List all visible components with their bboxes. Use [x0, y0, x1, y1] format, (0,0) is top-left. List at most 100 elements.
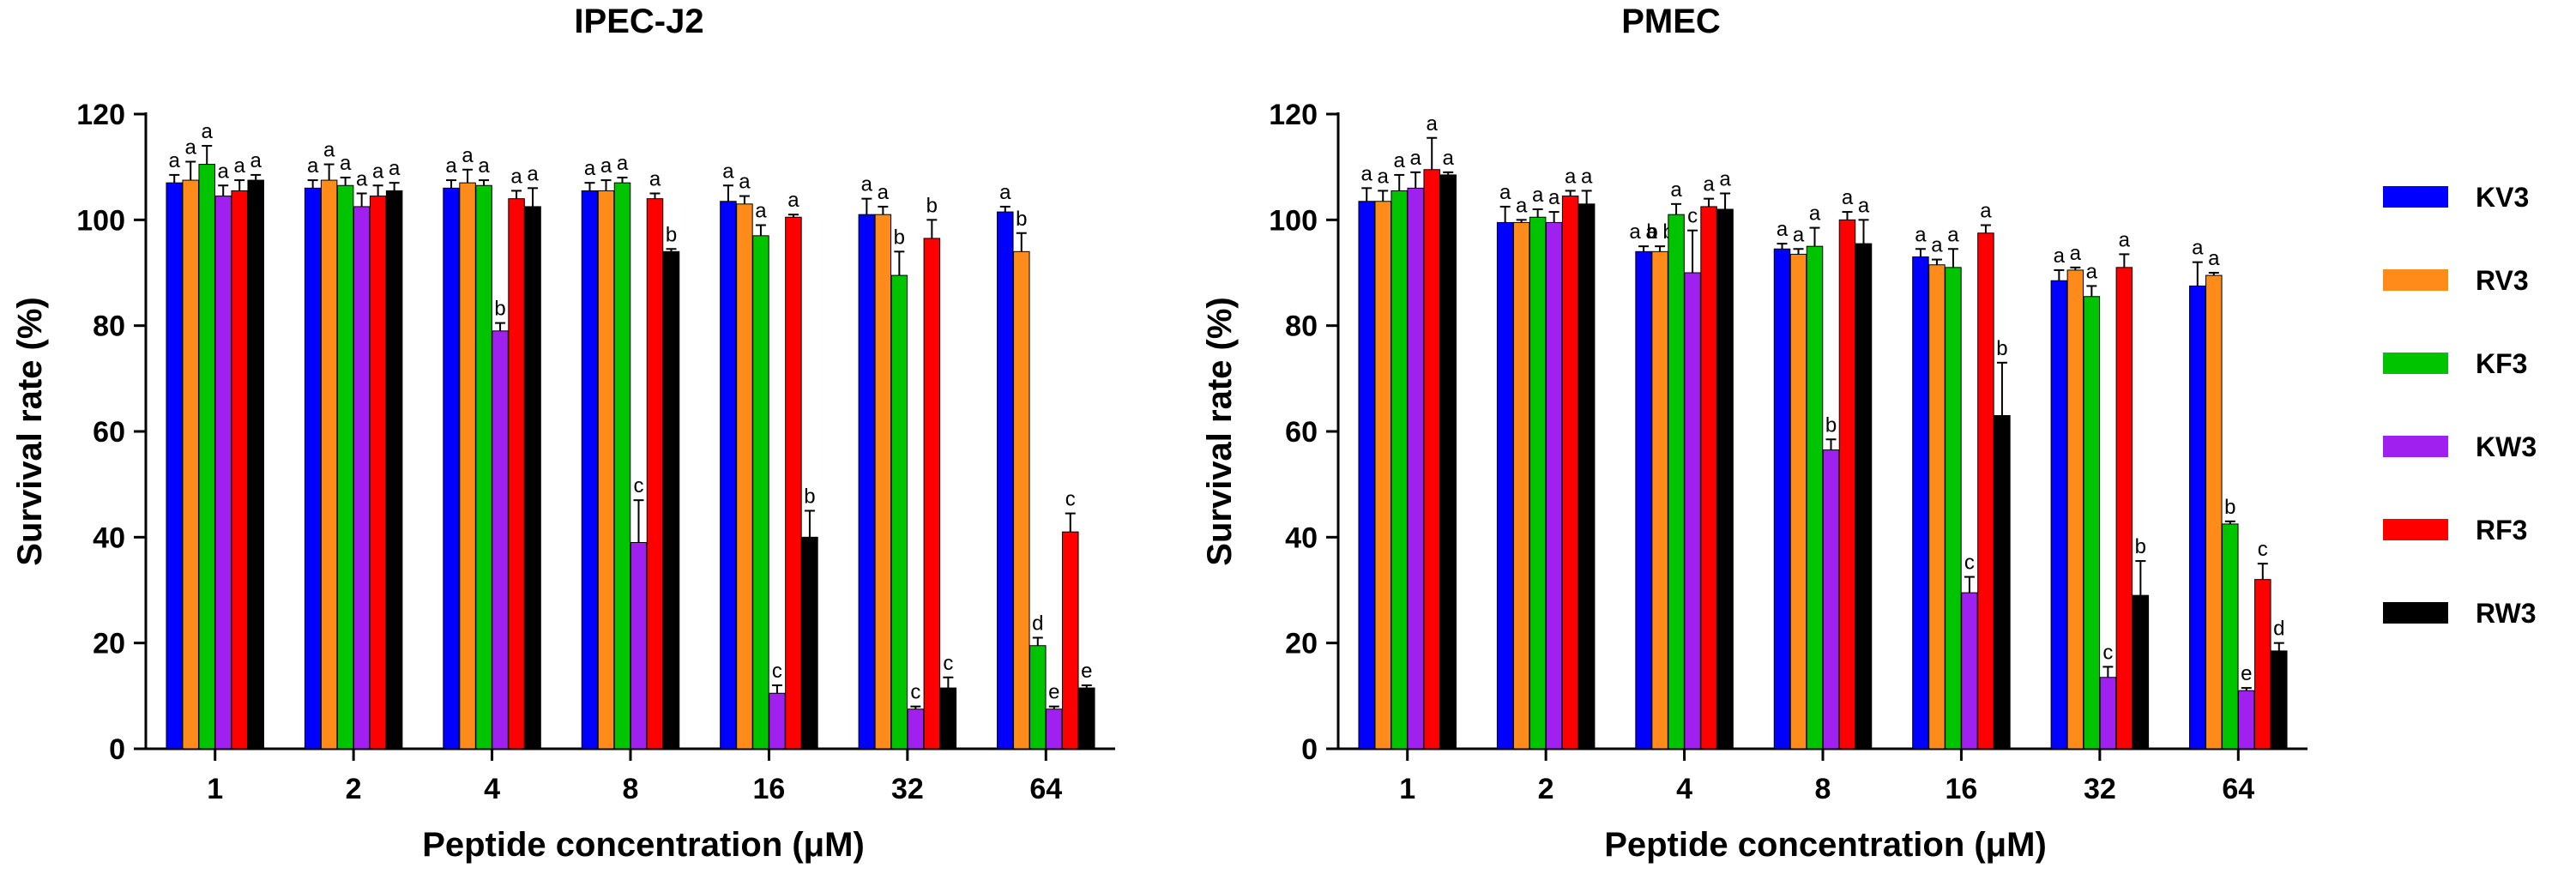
- legend-label-rw3: RW3: [2476, 598, 2537, 629]
- legend-swatch-rv3: [2383, 269, 2448, 291]
- significance-letter: a: [755, 200, 767, 223]
- bar-rw3: [2271, 650, 2288, 750]
- x-tick-label: 32: [2084, 773, 2116, 805]
- significance-letter: a: [1980, 200, 1992, 223]
- significance-letter: c: [1964, 552, 1975, 575]
- bar-rw3: [662, 250, 680, 750]
- significance-letter: a: [1703, 173, 1715, 196]
- significance-letter: a: [1410, 147, 1422, 170]
- bar-rf3: [2115, 267, 2133, 750]
- bar-kv3: [1912, 256, 1929, 750]
- bar-kv3: [2050, 280, 2068, 750]
- bar-rf3: [923, 238, 941, 750]
- bar-rw3: [524, 206, 541, 750]
- x-tick-label: 2: [1538, 773, 1554, 805]
- bar-kf3: [1029, 645, 1047, 750]
- x-tick-label: 4: [484, 773, 500, 805]
- bar-kw3: [1407, 187, 1424, 750]
- significance-letter: a: [478, 154, 490, 178]
- significance-letter: c: [772, 660, 782, 683]
- significance-letter: a: [2119, 228, 2131, 251]
- bar-kv3: [720, 201, 737, 750]
- y-axis-label: Survival rate (%): [11, 297, 49, 565]
- significance-letter: a: [1516, 194, 1528, 217]
- y-axis-label: Survival rate (%): [1201, 297, 1239, 565]
- significance-letter: c: [1687, 205, 1698, 228]
- significance-letter: a: [307, 154, 319, 178]
- significance-letter: a: [1793, 223, 1805, 246]
- significance-letter: b: [2135, 535, 2146, 558]
- significance-letter: a: [2208, 247, 2220, 270]
- significance-letter: a: [1858, 194, 1870, 217]
- bar-kw3: [214, 196, 232, 750]
- bar-kv3: [1773, 248, 1791, 750]
- bar-rw3: [939, 687, 957, 750]
- bar-rv3: [320, 179, 338, 750]
- bar-kf3: [198, 164, 215, 750]
- significance-letter: a: [617, 152, 629, 175]
- significance-letter: a: [1915, 223, 1927, 246]
- significance-letter: e: [1048, 681, 1059, 704]
- y-tick-label: 80: [93, 310, 125, 343]
- bar-rf3: [231, 190, 248, 750]
- significance-letter: c: [634, 474, 644, 497]
- bar-rv3: [874, 214, 892, 750]
- bar-rw3: [1578, 203, 1596, 750]
- y-tick-label: 20: [93, 628, 125, 660]
- significance-letter: a: [1427, 112, 1439, 136]
- significance-letter: a: [722, 160, 734, 183]
- bar-kf3: [890, 274, 908, 750]
- legend-label-kw3: KW3: [2476, 431, 2537, 462]
- bar-kw3: [1822, 449, 1840, 750]
- legend-swatch-kf3: [2383, 353, 2448, 374]
- significance-letter: a: [185, 136, 197, 160]
- bar-kw3: [1046, 708, 1063, 750]
- significance-letter: a: [1499, 181, 1511, 204]
- significance-letter: b: [926, 194, 938, 217]
- bar-kf3: [2222, 523, 2239, 750]
- bar-kf3: [613, 182, 631, 750]
- x-axis-label: Peptide concentration (μM): [1604, 826, 2047, 864]
- bar-rv3: [1512, 221, 1530, 750]
- bar-rv3: [1013, 250, 1030, 750]
- bar-rv3: [2066, 269, 2084, 750]
- significance-letter: c: [2102, 641, 2113, 664]
- bar-kf3: [752, 235, 769, 750]
- legend-label-rv3: RV3: [2476, 265, 2529, 296]
- bar-rv3: [1374, 201, 1391, 750]
- significance-letter: a: [1581, 165, 1593, 188]
- bar-kv3: [304, 187, 322, 750]
- bar-kv3: [443, 187, 460, 750]
- significance-letter: b: [494, 298, 505, 321]
- significance-letter: a: [999, 181, 1011, 204]
- significance-letter: a: [356, 168, 368, 191]
- significance-letter: a: [787, 189, 799, 212]
- bar-rf3: [1700, 206, 1717, 750]
- x-tick-label: 8: [623, 773, 639, 805]
- significance-letter: a: [1931, 234, 1943, 257]
- bar-rv3: [1651, 250, 1668, 750]
- significance-letter: a: [2070, 242, 2082, 265]
- significance-letter: a: [340, 152, 352, 175]
- significance-letter: b: [2224, 496, 2235, 519]
- significance-letter: a: [1548, 186, 1560, 209]
- significance-letter: a: [462, 144, 474, 167]
- significance-letter: a: [2192, 237, 2204, 260]
- y-tick-label: 40: [1285, 521, 1318, 554]
- bar-rw3: [1994, 415, 2011, 750]
- chart-title: PMEC: [1621, 3, 1721, 40]
- y-tick-label: 120: [76, 99, 125, 131]
- legend-swatch-kw3: [2383, 436, 2448, 457]
- significance-letter: a: [649, 168, 661, 191]
- bar-kv3: [581, 190, 599, 750]
- bar-rw3: [1078, 687, 1095, 750]
- significance-letter: a: [372, 160, 384, 183]
- significance-letter: a: [527, 162, 539, 185]
- bar-kw3: [1684, 272, 1701, 750]
- x-tick-label: 4: [1676, 773, 1692, 805]
- bar-kf3: [1806, 245, 1824, 750]
- significance-letter: e: [1081, 660, 1092, 683]
- significance-letter: a: [169, 149, 181, 172]
- significance-letter: c: [943, 652, 953, 675]
- bar-rf3: [1977, 232, 1994, 750]
